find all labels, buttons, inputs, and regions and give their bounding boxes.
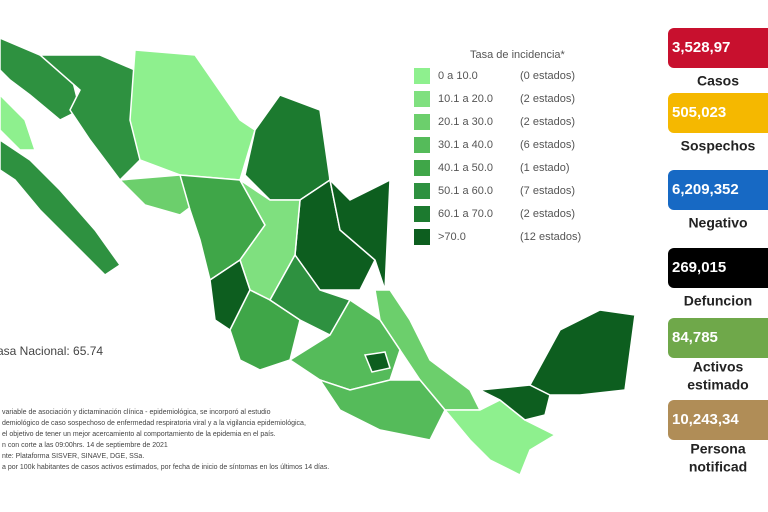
footnote: demiológico de caso sospechoso de enferm… [2, 420, 306, 427]
indicator-value: 3,528,97 [672, 39, 730, 56]
state [0, 139, 122, 276]
legend: Tasa de incidencia* 0 a 10.0 (0 estados) 1… [414, 49, 581, 245]
legend-range: 20.1 a 30.0 [438, 116, 493, 128]
national-rate: asa Nacional: 65.74 [0, 344, 103, 358]
state [0, 93, 37, 151]
legend-count: (2 estados) [520, 116, 575, 128]
footnote: variable de asociación y dictaminación c… [2, 409, 271, 416]
indicator-label: Sospechos [681, 138, 756, 154]
state [229, 288, 301, 371]
legend-swatch [414, 229, 430, 245]
legend-count: (2 estados) [520, 208, 575, 220]
legend-range: 50.1 a 60.0 [438, 185, 493, 197]
legend-count: (1 estado) [520, 162, 570, 174]
legend-count: (7 estados) [520, 185, 575, 197]
footnotes: variable de asociación y dictaminación c… [2, 409, 329, 471]
indicator-label: estimado [687, 377, 748, 393]
legend-range: 10.1 a 20.0 [438, 93, 493, 105]
state [129, 49, 256, 181]
legend-range: 0 a 10.0 [438, 70, 478, 82]
indicator-label: Persona [690, 441, 745, 457]
footnote: nte: Plataforma SISVER, SINAVE, DGE, SSa… [2, 453, 144, 460]
state [363, 351, 391, 373]
indicator-value: 6,209,352 [672, 181, 739, 198]
indicator-box [668, 28, 768, 68]
indicator-box [668, 400, 768, 440]
legend-range: 40.1 a 50.0 [438, 162, 493, 174]
legend-count: (2 estados) [520, 93, 575, 105]
legend-swatch [414, 137, 430, 153]
indicator-label: notificad [689, 459, 747, 475]
state [318, 378, 446, 441]
legend-swatch [414, 114, 430, 130]
legend-count: (6 estados) [520, 139, 575, 151]
indicator-box [668, 93, 768, 133]
legend-title: Tasa de incidencia* [470, 49, 566, 61]
legend-swatch [414, 160, 430, 176]
legend-range: >70.0 [438, 231, 466, 243]
indicator-box [668, 248, 768, 288]
legend-swatch [414, 91, 430, 107]
state [244, 94, 331, 201]
legend-swatch [414, 206, 430, 222]
map [0, 37, 636, 477]
indicator-box [668, 170, 768, 210]
footnote: n con corte a las 09:00hrs. 14 de septie… [2, 442, 168, 449]
legend-range: 30.1 a 40.0 [438, 139, 493, 151]
indicator-label: Activos [693, 359, 744, 375]
indicator-value: 269,015 [672, 259, 726, 276]
footnote: el objetivo de tener un mejor acercamien… [2, 431, 276, 438]
indicator-value: 84,785 [672, 329, 718, 346]
footnote: a por 100k habitantes de casos activos e… [2, 464, 329, 471]
legend-range: 60.1 a 70.0 [438, 208, 493, 220]
state [528, 309, 636, 396]
indicator-label: Negativo [688, 215, 747, 231]
indicator-box [668, 318, 768, 358]
legend-count: (12 estados) [520, 231, 581, 243]
indicator-panel: 3,528,97 Casos 505,023 Sospechos 6,209,352 Ne… [668, 28, 768, 475]
indicator-value: 10,243,34 [672, 411, 739, 428]
indicator-value: 505,023 [672, 104, 726, 121]
legend-count: (0 estados) [520, 70, 575, 82]
indicator-label: Defuncion [684, 293, 752, 309]
legend-swatch [414, 183, 430, 199]
state [443, 399, 557, 477]
indicator-label: Casos [697, 73, 739, 89]
legend-swatch [414, 68, 430, 84]
